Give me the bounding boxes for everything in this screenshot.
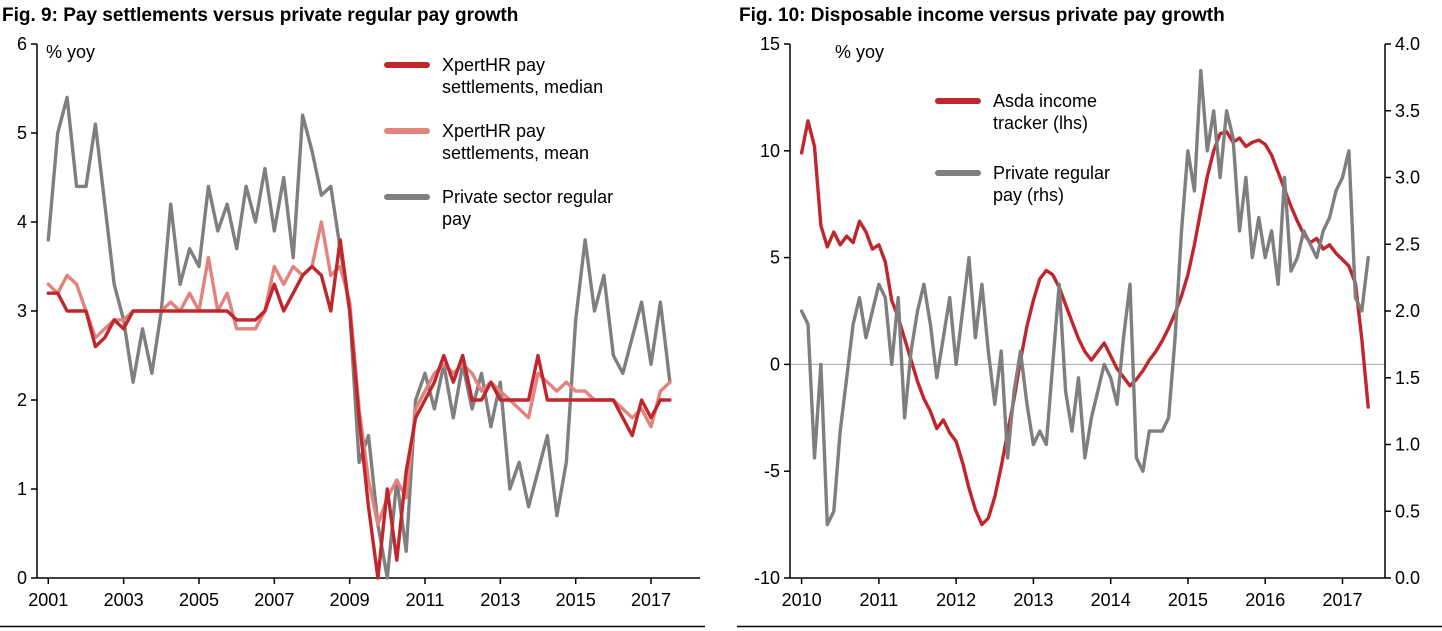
legend-item-mean: XpertHR pay settlements, mean (384, 120, 632, 164)
x-axis-tick-label: 2001 (28, 590, 68, 610)
right-axis-tick-label: 3.0 (1395, 168, 1420, 188)
legend-label: Private sector regular pay (442, 187, 614, 229)
fig10-yaxis-unit-label: % yoy (835, 42, 885, 62)
fig10-panel: Fig. 10: Disposable income versus privat… (737, 0, 1442, 631)
series-line-xperthr-pay-settlements-mean (46, 220, 672, 527)
right-axis-tick-label: 2.0 (1395, 301, 1420, 321)
right-axis-tick-label: 0.5 (1395, 501, 1420, 521)
legend-item-asda-tracker: Asda income tracker (lhs) (935, 90, 1143, 134)
x-axis-tick-label: 2007 (254, 590, 294, 610)
x-axis-tick-label: 2014 (1091, 590, 1131, 610)
x-axis-tick-label: 2015 (556, 590, 596, 610)
left-axis-tick-label: 4 (17, 212, 27, 232)
x-axis-tick-label: 2010 (782, 590, 822, 610)
fig9-plot-svg: 0 1 2 3 4 5 6 2001 2003 2005 2007 2009 2011 2013 2015 2… (0, 34, 705, 628)
left-axis-tick-label: 6 (17, 34, 27, 54)
legend-item-private-pay: Private sector regular pay (384, 186, 632, 230)
fig10-legend: Asda income tracker (lhs) Private regula… (935, 90, 1143, 206)
legend-label: Private regular pay (rhs) (993, 163, 1111, 205)
left-axis-tick-label: 15 (760, 34, 780, 54)
mean-line-swatch (384, 128, 430, 134)
right-axis-tick-label: 2.5 (1395, 234, 1420, 254)
series-line-xperthr-pay-settlements-median (46, 238, 672, 580)
series-line-private-sector-regular-pay (46, 95, 672, 580)
x-axis-tick-label: 2016 (1245, 590, 1285, 610)
x-axis-tick-label: 2017 (631, 590, 671, 610)
series-line-private-regular-pay-rhs (799, 69, 1370, 527)
right-axis-tick-label: 4.0 (1395, 34, 1420, 54)
left-axis-tick-label: -5 (764, 461, 780, 481)
left-axis-tick-label: 5 (17, 123, 27, 143)
left-axis-tick-label: 10 (760, 141, 780, 161)
right-axis-tick-label: 1.5 (1395, 368, 1420, 388)
legend-label: XpertHR pay settlements, median (442, 55, 604, 97)
fig9-legend: XpertHR pay settlements, median XpertHR … (384, 54, 632, 230)
left-axis-tick-label: 0 (770, 354, 780, 374)
left-axis-tick-label: 3 (17, 301, 27, 321)
x-axis-tick-label: 2012 (936, 590, 976, 610)
right-axis-tick-label: 1.0 (1395, 435, 1420, 455)
left-axis-tick-label: 0 (17, 568, 27, 588)
x-axis-tick-label: 2015 (1168, 590, 1208, 610)
legend-label: XpertHR pay settlements, mean (442, 121, 590, 163)
x-axis-tick-label: 2013 (1013, 590, 1053, 610)
private-pay-line-swatch (384, 194, 430, 200)
left-axis-tick-label: -10 (754, 568, 780, 588)
fig9-title: Fig. 9: Pay settlements versus private r… (2, 5, 519, 26)
private-regular-pay-line-swatch (935, 170, 981, 176)
x-axis-tick-label: 2009 (330, 590, 370, 610)
x-axis-tick-label: 2005 (179, 590, 219, 610)
legend-item-private-regular-pay: Private regular pay (rhs) (935, 162, 1143, 206)
x-axis-tick-label: 2003 (104, 590, 144, 610)
median-line-swatch (384, 62, 430, 68)
fig10-plot-area: -10 -5 0 5 10 15 0.0 0.5 1.0 1.5 2.0 2.5 3.0 3.5 4.0 20… (737, 30, 1442, 628)
x-axis-tick-label: 2011 (860, 590, 899, 610)
left-axis-tick-label: 1 (17, 479, 27, 499)
x-axis-tick-label: 2017 (1322, 590, 1362, 610)
fig9-panel: Fig. 9: Pay settlements versus private r… (0, 0, 705, 631)
fig9-yaxis-unit-label: % yoy (46, 42, 96, 62)
fig9-plot-area: 0 1 2 3 4 5 6 2001 2003 2005 2007 2009 2011 2013 2015 2… (0, 30, 705, 628)
legend-label: Asda income tracker (lhs) (993, 91, 1098, 133)
right-axis-tick-label: 3.5 (1395, 101, 1420, 121)
left-axis-tick-label: 2 (17, 390, 27, 410)
legend-item-median: XpertHR pay settlements, median (384, 54, 632, 98)
x-axis-tick-label: 2013 (480, 590, 520, 610)
right-axis-tick-label: 0.0 (1395, 568, 1420, 588)
fig10-plot-svg: -10 -5 0 5 10 15 0.0 0.5 1.0 1.5 2.0 2.5 3.0 3.5 4.0 20… (737, 34, 1442, 628)
left-axis-tick-label: 5 (770, 248, 780, 268)
x-axis-tick-label: 2011 (406, 590, 445, 610)
fig10-title: Fig. 10: Disposable income versus privat… (739, 5, 1225, 26)
asda-tracker-line-swatch (935, 98, 981, 104)
